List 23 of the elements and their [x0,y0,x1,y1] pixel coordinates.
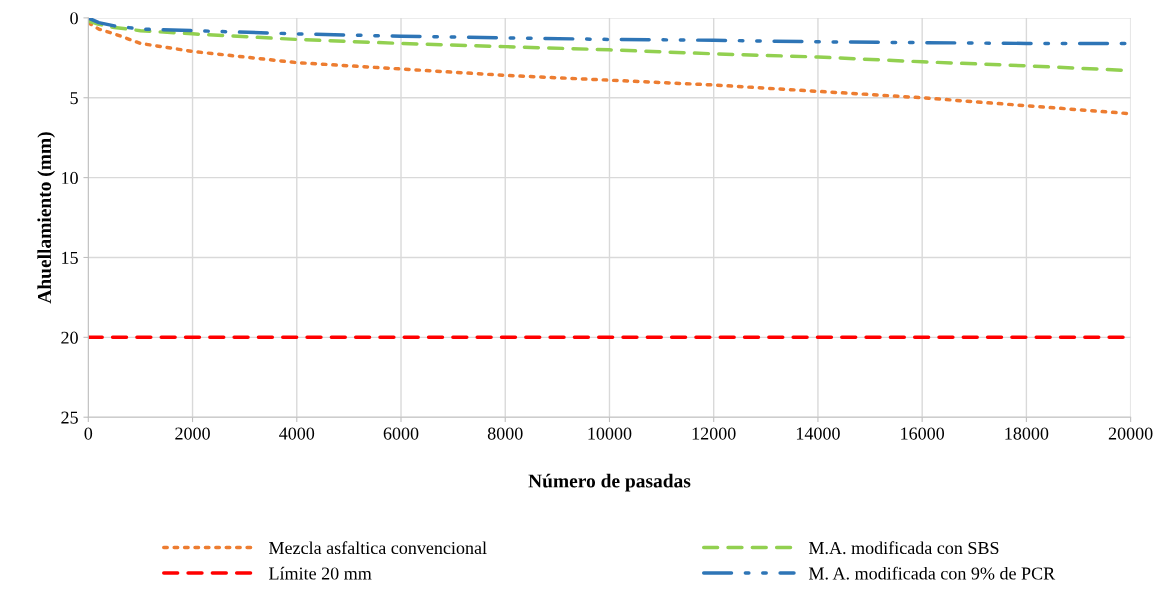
x-tick-label: 6000 [383,427,419,440]
x-tick-label: 10000 [588,427,632,440]
x-tick-label: 14000 [796,427,840,440]
y-tick-label: 15 [62,251,78,264]
y-tick-label: 0 [70,12,78,25]
legend-label: Límite 20 mm [269,566,372,580]
x-tick-label: 8000 [487,427,523,440]
x-tick-label: 4000 [279,427,315,440]
legend-label: Mezcla asfaltica convencional [269,541,487,555]
x-tick-label: 18000 [1005,427,1049,440]
y-tick-label: 10 [62,171,78,185]
x-tick-label: 12000 [692,427,736,440]
y-tick-label: 20 [61,331,78,344]
x-tick-label: 20000 [1108,427,1153,440]
y-tick-label: 25 [61,411,78,424]
legend-label: M. A. modificada con 9% de PCR [808,566,1056,580]
y-tick-label: 5 [70,92,78,105]
legend-label: M.A. modificada con SBS [808,541,999,555]
x-axis-title: Número de pasadas [528,473,691,492]
x-tick-label: 16000 [901,427,945,440]
x-tick-label: 2000 [175,427,210,440]
x-tick-label: 0 [84,427,93,440]
y-axis-title: Ahuellamiento (mm) [37,132,55,304]
